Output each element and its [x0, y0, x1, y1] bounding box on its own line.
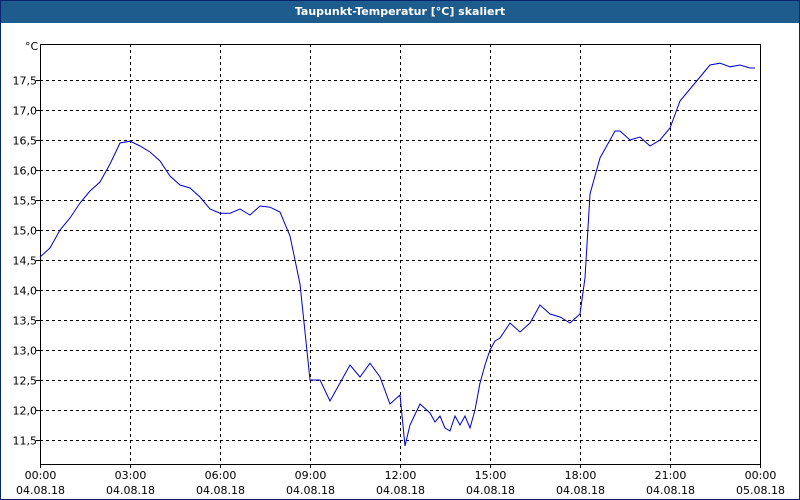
series-line — [39, 62, 755, 447]
x-tick-time: 21:00 — [655, 469, 687, 482]
x-tick-time: 09:00 — [295, 469, 327, 482]
y-tick-label: 15,5 — [13, 195, 38, 208]
y-tick-label: 15,0 — [13, 225, 38, 238]
x-tick-time: 00:00 — [25, 469, 57, 482]
x-tick-date: 04.08.18 — [646, 484, 695, 497]
chart-title: Taupunkt-Temperatur [°C] skaliert — [1, 1, 799, 23]
y-tick-label: 17,0 — [13, 105, 38, 118]
y-tick-label: 11,5 — [13, 435, 38, 448]
y-tick-label: 14,5 — [13, 255, 38, 268]
x-tick-date: 04.08.18 — [376, 484, 425, 497]
x-axis: 00:00 04.08.18 03:00 04.08.18 06:00 04.08.18 0… — [16, 464, 785, 497]
x-tick-time: 15:00 — [475, 469, 507, 482]
x-tick-date: 05.08.18 — [736, 484, 785, 497]
x-tick-date: 04.08.18 — [196, 484, 245, 497]
y-tick-label: 16,5 — [13, 135, 38, 148]
x-tick-time: 06:00 — [205, 469, 237, 482]
x-tick-time: 00:00 — [745, 469, 777, 482]
y-axis-unit: °C — [25, 40, 39, 53]
y-tick-label: 12,5 — [13, 375, 38, 388]
x-tick-time: 18:00 — [565, 469, 597, 482]
y-tick-label: 13,5 — [13, 315, 38, 328]
x-tick-date: 04.08.18 — [286, 484, 335, 497]
y-tick-label: 12,0 — [13, 405, 38, 418]
x-tick-date: 04.08.18 — [466, 484, 515, 497]
y-tick-label: 17,5 — [13, 75, 38, 88]
x-tick-date: 04.08.18 — [16, 484, 65, 497]
grid-lines — [40, 44, 760, 464]
y-axis: °C 11,5 12,0 12,5 13,0 13,5 14,0 14,5 15,0 15,5 1… — [13, 40, 40, 448]
x-tick-time: 03:00 — [115, 469, 147, 482]
x-tick-date: 04.08.18 — [106, 484, 155, 497]
x-tick-time: 12:00 — [385, 469, 417, 482]
y-tick-label: 13,0 — [13, 345, 38, 358]
y-tick-label: 16,0 — [13, 165, 38, 178]
x-tick-date: 04.08.18 — [556, 484, 605, 497]
y-tick-label: 14,0 — [13, 285, 38, 298]
